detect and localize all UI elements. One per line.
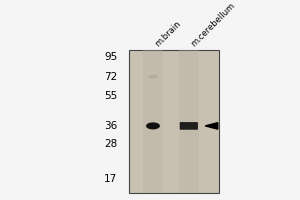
Text: m.cerebellum: m.cerebellum — [189, 1, 236, 48]
Bar — [143, 50, 163, 193]
Bar — [179, 50, 199, 193]
Text: 17: 17 — [104, 174, 117, 184]
Ellipse shape — [146, 122, 160, 129]
Text: m.brain: m.brain — [153, 19, 182, 48]
Text: 72: 72 — [104, 72, 117, 82]
Ellipse shape — [148, 75, 158, 79]
Bar — [129, 50, 219, 193]
Text: 55: 55 — [104, 91, 117, 101]
Text: 95: 95 — [104, 52, 117, 62]
FancyBboxPatch shape — [180, 122, 198, 130]
Text: 36: 36 — [104, 121, 117, 131]
Text: 28: 28 — [104, 139, 117, 149]
Polygon shape — [205, 123, 218, 129]
